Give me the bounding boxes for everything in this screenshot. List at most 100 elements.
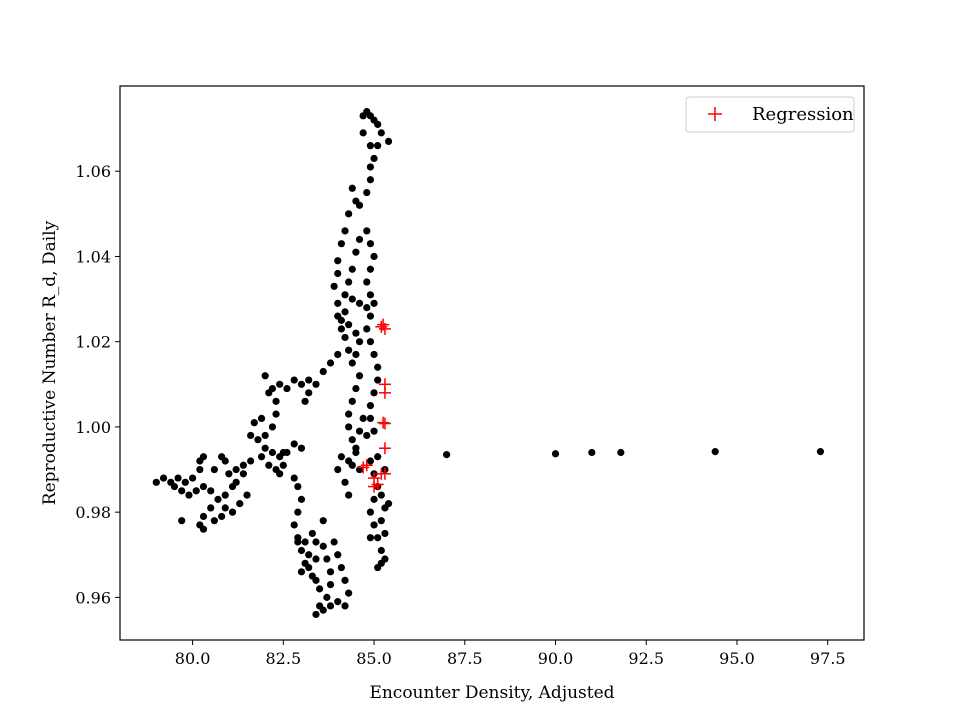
data-point <box>170 482 179 491</box>
data-point <box>247 457 255 465</box>
data-point <box>312 576 320 584</box>
data-point <box>348 436 356 444</box>
data-point <box>334 312 342 320</box>
data-point <box>348 184 356 192</box>
x-tick-label: 80.0 <box>175 649 211 668</box>
data-point <box>290 376 298 384</box>
data-point <box>221 491 229 499</box>
data-point <box>210 517 218 525</box>
data-point <box>348 359 356 367</box>
data-point <box>319 367 327 376</box>
data-point <box>199 525 208 533</box>
data-point <box>366 176 375 184</box>
data-point <box>265 389 273 397</box>
x-tick-label: 82.5 <box>266 649 302 668</box>
data-point <box>290 474 298 482</box>
data-point <box>326 602 335 610</box>
data-point <box>355 372 364 380</box>
data-point <box>261 431 269 440</box>
data-point <box>352 384 360 393</box>
y-tick-label: 0.98 <box>75 503 111 522</box>
data-point <box>370 427 378 435</box>
x-tick-label: 90.0 <box>538 649 574 668</box>
data-point <box>334 551 342 559</box>
legend-box <box>685 96 855 133</box>
data-point <box>366 414 375 422</box>
data-point <box>330 282 338 290</box>
data-point <box>366 291 375 299</box>
data-point <box>228 508 237 516</box>
regression-point <box>378 467 391 480</box>
plot-frame <box>119 85 865 641</box>
data-point <box>225 470 233 478</box>
data-point <box>345 278 353 286</box>
data-point <box>348 295 356 303</box>
data-point <box>374 363 382 371</box>
data-point <box>341 478 349 486</box>
data-point <box>181 478 189 486</box>
data-point <box>268 448 277 457</box>
data-point <box>711 448 719 456</box>
y-tick-label: 1.06 <box>75 162 111 181</box>
data-point <box>370 299 378 307</box>
data-point <box>188 474 197 482</box>
data-point <box>345 410 353 418</box>
data-point <box>341 576 349 584</box>
x-tick-label: 92.5 <box>628 649 664 668</box>
data-point <box>341 291 349 299</box>
data-point <box>374 453 382 461</box>
data-point <box>374 563 382 572</box>
data-point <box>363 227 371 235</box>
data-point <box>221 504 229 512</box>
data-point <box>199 453 208 461</box>
data-point <box>199 512 208 521</box>
data-point <box>312 538 320 546</box>
y-axis-label: Reproductive Number R_d, Daily <box>40 220 60 505</box>
data-point <box>196 465 204 474</box>
regression-point <box>378 417 391 430</box>
data-point <box>257 453 266 461</box>
data-point <box>330 538 338 546</box>
data-point <box>316 585 324 593</box>
data-point <box>305 376 313 384</box>
data-point <box>334 299 342 307</box>
data-point <box>301 397 309 405</box>
data-point <box>268 423 277 431</box>
data-point <box>305 389 313 397</box>
data-point <box>352 197 360 205</box>
data-point <box>276 470 284 478</box>
data-point <box>199 482 208 491</box>
data-point <box>276 380 284 388</box>
x-tick-label: 85.0 <box>356 649 392 668</box>
data-point <box>384 500 393 508</box>
data-point <box>254 436 262 444</box>
regression-point <box>368 480 381 493</box>
regression-point <box>378 386 391 399</box>
data-point <box>370 350 378 359</box>
data-point <box>279 461 287 469</box>
regression-point <box>378 442 391 455</box>
data-point <box>366 402 375 410</box>
data-point <box>319 542 327 550</box>
data-point <box>363 278 371 286</box>
data-point <box>374 376 382 384</box>
axes: 80.0 82.5 85.0 87.5 90.0 92.5 95.0 97.5 0.96 0.98… <box>75 162 845 668</box>
data-point <box>551 450 560 458</box>
data-point <box>152 478 160 486</box>
data-point <box>334 465 342 474</box>
data-point <box>337 453 345 461</box>
data-point <box>319 606 327 614</box>
data-point <box>236 500 244 508</box>
x-tick-label: 87.5 <box>447 649 483 668</box>
data-point <box>301 538 309 546</box>
data-point <box>345 210 353 218</box>
data-point <box>345 589 353 597</box>
data-point <box>334 598 342 606</box>
y-tick-label: 1.00 <box>75 418 111 437</box>
data-point <box>341 308 349 316</box>
data-point <box>326 359 335 367</box>
data-point <box>352 248 360 256</box>
data-point <box>345 346 353 354</box>
data-point <box>323 593 331 601</box>
